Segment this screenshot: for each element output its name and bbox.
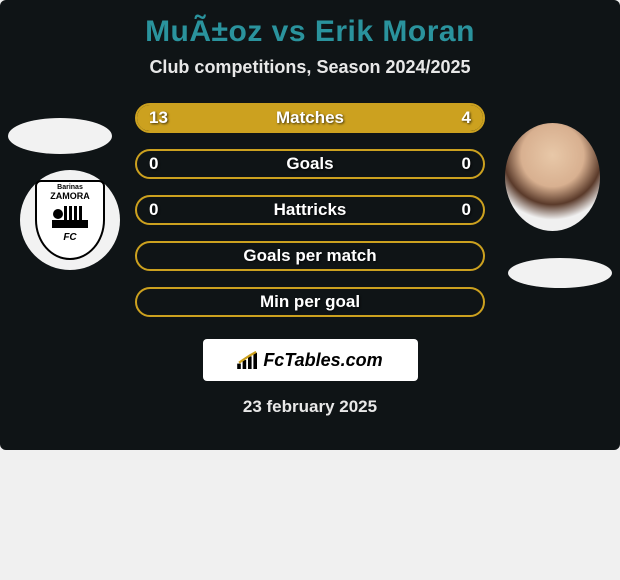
stat-row: Goals per match bbox=[135, 241, 485, 271]
stat-label: Hattricks bbox=[274, 200, 347, 220]
stat-row: 13 Matches 4 bbox=[135, 103, 485, 133]
stat-row: 0 Goals 0 bbox=[135, 149, 485, 179]
stat-label: Matches bbox=[276, 108, 344, 128]
player-left-club-badge: Barinas ZAMORA FC bbox=[20, 170, 120, 270]
chart-icon bbox=[237, 351, 259, 369]
stat-right-value: 4 bbox=[462, 108, 471, 128]
page-subtitle: Club competitions, Season 2024/2025 bbox=[0, 57, 620, 78]
club-badge-line3: FC bbox=[63, 232, 76, 243]
club-badge-icon bbox=[50, 202, 90, 232]
stat-row: 0 Hattricks 0 bbox=[135, 195, 485, 225]
stat-label: Min per goal bbox=[260, 292, 360, 312]
stat-left-value: 0 bbox=[149, 200, 158, 220]
stat-label: Goals per match bbox=[243, 246, 376, 266]
comparison-card: MuÃ±oz vs Erik Moran Club competitions, … bbox=[0, 0, 620, 450]
stat-right-value: 0 bbox=[462, 154, 471, 174]
player-right-photo bbox=[505, 123, 600, 231]
stats-bars: 13 Matches 4 0 Goals 0 0 Hattricks 0 Goals per ma… bbox=[135, 103, 485, 317]
stat-label: Goals bbox=[286, 154, 333, 174]
comparison-date: 23 february 2025 bbox=[0, 397, 620, 417]
fctables-logo[interactable]: FcTables.com bbox=[203, 339, 418, 381]
logo-text: FcTables.com bbox=[263, 350, 382, 371]
club-badge-inner: Barinas ZAMORA FC bbox=[35, 180, 105, 260]
player-right-flag bbox=[508, 258, 612, 288]
stat-left-value: 0 bbox=[149, 154, 158, 174]
stat-row: Min per goal bbox=[135, 287, 485, 317]
bar-left-fill bbox=[137, 105, 386, 131]
player-left-flag bbox=[8, 118, 112, 154]
stat-left-value: 13 bbox=[149, 108, 168, 128]
stat-right-value: 0 bbox=[462, 200, 471, 220]
club-badge-line2: ZAMORA bbox=[50, 192, 90, 202]
page-title: MuÃ±oz vs Erik Moran bbox=[0, 15, 620, 49]
